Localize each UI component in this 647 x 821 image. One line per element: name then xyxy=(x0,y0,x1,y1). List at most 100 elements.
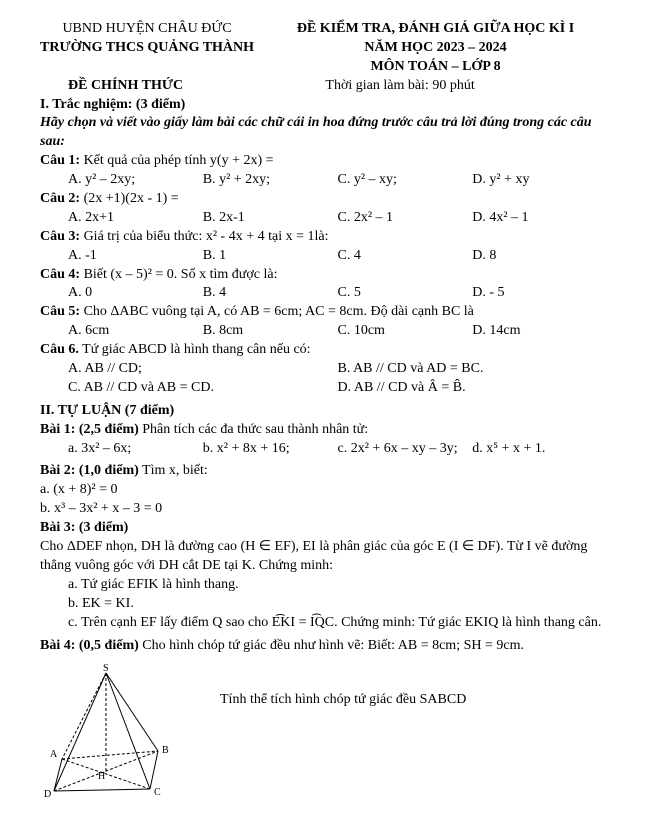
q6-row1: A. AB // CD; B. AB // CD và AD = BC. xyxy=(68,360,607,379)
q5-options: A. 6cm B. 8cm C. 10cm D. 14cm xyxy=(68,322,607,341)
b3-c: c. Trên cạnh EF lấy điểm Q sao cho E͡KI … xyxy=(68,614,607,633)
edge-dc xyxy=(54,789,150,791)
q1-b: B. y² + 2xy; xyxy=(203,171,338,190)
q1-a: A. y² – 2xy; xyxy=(68,171,203,190)
school: TRƯỜNG THCS QUẢNG THÀNH xyxy=(40,39,254,58)
b3-stem: Bài 3: (3 điểm) xyxy=(40,519,607,538)
pyramid-svg: S A B C D H xyxy=(40,661,190,801)
diag-db xyxy=(54,751,158,791)
q1-options: A. y² – 2xy; B. y² + 2xy; C. y² – xy; D.… xyxy=(68,171,607,190)
b2-a: a. (x + 8)² = 0 xyxy=(40,481,607,500)
header-row2: ĐỀ CHÍNH THỨC Thời gian làm bài: 90 phút xyxy=(40,77,607,96)
q6-text: Tứ giác ABCD là hình thang cân nếu có: xyxy=(79,342,311,357)
q3-b: B. 1 xyxy=(203,247,338,266)
pyramid-figure: S A B C D H xyxy=(40,661,190,801)
q6-row2: C. AB // CD và AB = CD. D. AB // CD và Â… xyxy=(68,379,607,398)
b1-text: Phân tích các đa thức sau thành nhân tử: xyxy=(139,422,368,437)
edge-cb xyxy=(150,751,158,789)
q2-stem: Câu 2: xyxy=(40,191,80,206)
year: NĂM HỌC 2023 – 2024 xyxy=(264,39,607,58)
q6-stem: Câu 6. xyxy=(40,342,79,357)
official: ĐỀ CHÍNH THỨC xyxy=(68,77,183,96)
b2-text: Tìm x, biết: xyxy=(139,463,208,478)
header-left: UBND HUYỆN CHÂU ĐỨC TRƯỜNG THCS QUẢNG TH… xyxy=(40,20,254,77)
q3-options: A. -1 B. 1 C. 4 D. 8 xyxy=(68,247,607,266)
part1-instruction: Hãy chọn và viết vào giấy làm bài các ch… xyxy=(40,114,607,152)
edge-sa xyxy=(62,673,106,759)
dept: UBND HUYỆN CHÂU ĐỨC xyxy=(40,20,254,39)
q5-a: A. 6cm xyxy=(68,322,203,341)
q4: Câu 4: Biết (x – 5)² = 0. Số x tìm được … xyxy=(40,266,607,285)
q2-options: A. 2x+1 B. 2x-1 C. 2x² – 1 D. 4x² – 1 xyxy=(68,209,607,228)
q2-b: B. 2x-1 xyxy=(203,209,338,228)
b2-b: b. x³ – 3x² + x – 3 = 0 xyxy=(40,500,607,519)
q4-a: A. 0 xyxy=(68,284,203,303)
b2: Bài 2: (1,0 điểm) Tìm x, biết: xyxy=(40,462,607,481)
q5-stem: Câu 5: xyxy=(40,304,80,319)
q4-d: D. - 5 xyxy=(472,284,607,303)
b1-d: d. x⁵ + x + 1. xyxy=(472,440,607,459)
b1-a: a. 3x² – 6x; xyxy=(68,440,203,459)
q5-d: D. 14cm xyxy=(472,322,607,341)
q4-c: C. 5 xyxy=(338,284,473,303)
b1: Bài 1: (2,5 điểm) Phân tích các đa thức … xyxy=(40,421,607,440)
q5-b: B. 8cm xyxy=(203,322,338,341)
subject: MÔN TOÁN – LỚP 8 xyxy=(264,58,607,77)
b2-stem: Bài 2: (1,0 điểm) xyxy=(40,463,139,478)
label-s: S xyxy=(103,663,109,674)
b1-c: c. 2x² + 6x – xy – 3y; xyxy=(338,440,473,459)
label-c: C xyxy=(154,787,161,798)
header: UBND HUYỆN CHÂU ĐỨC TRƯỜNG THCS QUẢNG TH… xyxy=(40,20,607,77)
b3-text: Cho ΔDEF nhọn, DH là đường cao (H ∈ EF),… xyxy=(40,538,607,576)
q5: Câu 5: Cho ΔABC vuông tại A, có AB = 6cm… xyxy=(40,303,607,322)
q3-d: D. 8 xyxy=(472,247,607,266)
b1-stem: Bài 1: (2,5 điểm) xyxy=(40,422,139,437)
q2-c: C. 2x² – 1 xyxy=(338,209,473,228)
b4-caption: Tính thể tích hình chóp tứ giác đều SABC… xyxy=(220,691,466,710)
q6-b: B. AB // CD và AD = BC. xyxy=(338,360,608,379)
b1-b: b. x² + 8x + 16; xyxy=(203,440,338,459)
q6: Câu 6. Tứ giác ABCD là hình thang cân nế… xyxy=(40,341,607,360)
q2-d: D. 4x² – 1 xyxy=(472,209,607,228)
q3-c: C. 4 xyxy=(338,247,473,266)
b4-text: Cho hình chóp tứ giác đều như hình vẽ: B… xyxy=(139,638,524,653)
b4-stem: Bài 4: (0,5 điểm) xyxy=(40,638,139,653)
q2-text: (2x +1)(2x - 1) = xyxy=(80,191,179,206)
q2: Câu 2: (2x +1)(2x - 1) = xyxy=(40,190,607,209)
label-b: B xyxy=(162,745,169,756)
q6-c: C. AB // CD và AB = CD. xyxy=(68,379,338,398)
q5-text: Cho ΔABC vuông tại A, có AB = 6cm; AC = … xyxy=(80,304,474,319)
q4-text: Biết (x – 5)² = 0. Số x tìm được là: xyxy=(80,267,277,282)
edge-sc xyxy=(106,673,150,789)
q1-c: C. y² – xy; xyxy=(338,171,473,190)
q6-a: A. AB // CD; xyxy=(68,360,338,379)
q1-text: Kết quả của phép tính y(y + 2x) = xyxy=(80,153,273,168)
part2-title: II. TỰ LUẬN (7 điểm) xyxy=(40,402,607,421)
q1-stem: Câu 1: xyxy=(40,153,80,168)
q3-stem: Câu 3: xyxy=(40,229,80,244)
edge-sb xyxy=(106,673,158,751)
q3-text: Giá trị của biểu thức: x² - 4x + 4 tại x… xyxy=(80,229,328,244)
q6-d: D. AB // CD và Â = B̂. xyxy=(338,379,608,398)
q5-c: C. 10cm xyxy=(338,322,473,341)
q4-b: B. 4 xyxy=(203,284,338,303)
q3: Câu 3: Giá trị của biểu thức: x² - 4x + … xyxy=(40,228,607,247)
b3-b: b. EK = KI. xyxy=(68,595,607,614)
header-right: ĐỀ KIỂM TRA, ĐÁNH GIÁ GIỮA HỌC KÌ I NĂM … xyxy=(264,20,607,77)
b3-a: a. Tứ giác EFIK là hình thang. xyxy=(68,576,607,595)
part1-title: I. Trắc nghiệm: (3 điểm) xyxy=(40,96,607,115)
label-d: D xyxy=(44,789,51,800)
exam-title: ĐỀ KIỂM TRA, ĐÁNH GIÁ GIỮA HỌC KÌ I xyxy=(264,20,607,39)
q1-d: D. y² + xy xyxy=(472,171,607,190)
label-h: H xyxy=(98,771,105,782)
b4: Bài 4: (0,5 điểm) Cho hình chóp tứ giác … xyxy=(40,637,607,656)
q2-a: A. 2x+1 xyxy=(68,209,203,228)
q3-a: A. -1 xyxy=(68,247,203,266)
q4-stem: Câu 4: xyxy=(40,267,80,282)
figure-row: S A B C D H Tính thể tích hình chóp tứ g… xyxy=(40,661,607,801)
edge-ab-hidden xyxy=(62,751,158,759)
duration: Thời gian làm bài: 90 phút xyxy=(193,77,607,96)
b1-items: a. 3x² – 6x; b. x² + 8x + 16; c. 2x² + 6… xyxy=(68,440,607,459)
q1: Câu 1: Kết quả của phép tính y(y + 2x) = xyxy=(40,152,607,171)
q4-options: A. 0 B. 4 C. 5 D. - 5 xyxy=(68,284,607,303)
